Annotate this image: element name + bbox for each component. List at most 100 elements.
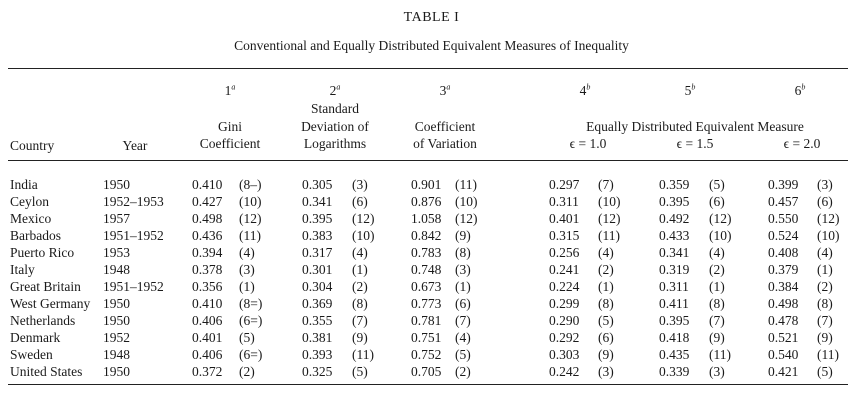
cell-gini-rank: (12) [239,211,262,226]
header-standard: Standard [311,101,359,116]
cell-eps15-rank: (12) [709,211,732,226]
cell-country: Mexico [10,211,52,226]
bottom-rule [8,384,848,385]
cell-gini-rank: (5) [239,330,255,345]
cell-gini: 0.356 [192,279,223,294]
header-deviation-of: Deviation of [301,119,369,134]
cell-cv-rank: (10) [455,194,478,209]
cell-cv: 0.748 [411,262,442,277]
cell-eps2-rank: (6) [817,194,833,209]
cell-country: Puerto Rico [10,245,75,260]
cell-sdlog: 0.381 [302,330,333,345]
cell-sdlog: 0.395 [302,211,333,226]
cell-year: 1948 [103,262,130,277]
cell-eps2-rank: (3) [817,177,833,192]
cell-eps15: 0.359 [659,177,690,192]
cell-sdlog: 0.317 [302,245,333,260]
cell-eps15: 0.433 [659,228,690,243]
cell-eps2: 0.478 [768,313,799,328]
cell-year: 1948 [103,347,130,362]
cell-eps15-rank: (4) [709,245,725,260]
cell-eps1-rank: (7) [598,177,614,192]
cell-eps1: 0.303 [549,347,580,362]
cell-eps2: 0.457 [768,194,799,209]
cell-country: Denmark [10,330,61,345]
cell-cv-rank: (5) [455,347,471,362]
cell-eps15-rank: (7) [709,313,725,328]
cell-cv: 0.752 [411,347,442,362]
header-epsilon-1: ϵ = 1.0 [569,136,607,151]
cell-year: 1951–1952 [103,279,164,294]
cell-eps1-rank: (3) [598,364,614,379]
cell-sdlog: 0.355 [302,313,333,328]
cell-eps2-rank: (5) [817,364,833,379]
cell-cv-rank: (11) [455,177,477,192]
cell-year: 1950 [103,177,130,192]
cell-cv: 0.842 [411,228,442,243]
cell-eps1: 0.311 [549,194,579,209]
table-row: West Germany 1950 0.410 (8=) 0.369 (8) 0.773 (6… [0,295,863,312]
cell-year: 1952 [103,330,130,345]
cell-gini-rank: (10) [239,194,262,209]
cell-cv-rank: (3) [455,262,471,277]
cell-eps15-rank: (10) [709,228,732,243]
column-number-1: 1a [224,82,236,98]
cell-country: Barbados [10,228,61,243]
cell-eps2: 0.524 [768,228,799,243]
header-of-variation: of Variation [413,136,477,151]
cell-sdlog: 0.325 [302,364,333,379]
cell-cv: 0.781 [411,313,442,328]
cell-country: Sweden [10,347,53,362]
cell-country: Ceylon [10,194,49,209]
cell-eps15: 0.341 [659,245,690,260]
top-rule [8,68,848,69]
table-row: United States 1950 0.372 (2) 0.325 (5) 0.705 (2… [0,363,863,380]
cell-eps2: 0.550 [768,211,799,226]
cell-gini: 0.372 [192,364,223,379]
cell-eps1: 0.256 [549,245,580,260]
cell-eps2-rank: (9) [817,330,833,345]
cell-eps1: 0.299 [549,296,580,311]
cell-eps2-rank: (11) [817,347,839,362]
cell-eps1: 0.242 [549,364,580,379]
cell-year: 1950 [103,364,130,379]
cell-eps15: 0.319 [659,262,690,277]
cell-eps1: 0.315 [549,228,580,243]
cell-country: India [10,177,38,192]
cell-gini: 0.410 [192,296,223,311]
table-row: Sweden 1948 0.406 (6=) 0.393 (11) 0.752 (5) 0.30… [0,346,863,363]
header-epsilon-2: ϵ = 2.0 [783,136,821,151]
cell-eps1-rank: (11) [598,228,620,243]
table-body: India 1950 0.410 (8–) 0.305 (3) 0.901 (11) 0.297… [0,176,863,380]
cell-gini: 0.401 [192,330,223,345]
cell-gini-rank: (1) [239,279,255,294]
table-row: Denmark 1952 0.401 (5) 0.381 (9) 0.751 (4) 0.292… [0,329,863,346]
cell-gini-rank: (8=) [239,296,263,311]
header-equally-distributed: Equally Distributed Equivalent Measure [586,119,804,134]
cell-sdlog-rank: (1) [352,262,368,277]
cell-eps2-rank: (1) [817,262,833,277]
cell-cv-rank: (12) [455,211,478,226]
cell-eps15: 0.411 [659,296,689,311]
cell-eps15: 0.435 [659,347,690,362]
cell-cv: 0.901 [411,177,442,192]
cell-eps2-rank: (10) [817,228,840,243]
cell-sdlog: 0.304 [302,279,333,294]
cell-gini: 0.406 [192,313,223,328]
cell-sdlog-rank: (8) [352,296,368,311]
cell-gini-rank: (11) [239,228,261,243]
cell-cv: 0.783 [411,245,442,260]
cell-eps15: 0.311 [659,279,689,294]
cell-sdlog-rank: (6) [352,194,368,209]
cell-gini-rank: (4) [239,245,255,260]
cell-sdlog: 0.369 [302,296,333,311]
cell-eps15-rank: (8) [709,296,725,311]
cell-sdlog-rank: (12) [352,211,375,226]
table-row: Mexico 1957 0.498 (12) 0.395 (12) 1.058 (12) 0.4… [0,210,863,227]
table-row: Ceylon 1952–1953 0.427 (10) 0.341 (6) 0.876 (10… [0,193,863,210]
cell-eps1: 0.224 [549,279,580,294]
cell-eps2: 0.384 [768,279,799,294]
cell-cv: 1.058 [411,211,442,226]
cell-year: 1951–1952 [103,228,164,243]
cell-eps15-rank: (1) [709,279,725,294]
